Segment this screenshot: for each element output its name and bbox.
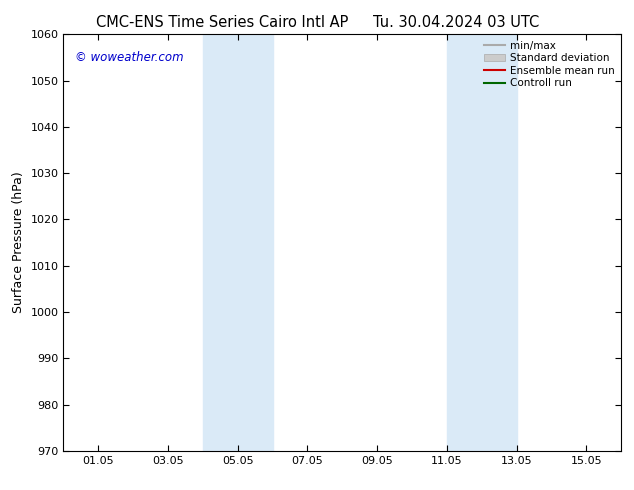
Y-axis label: Surface Pressure (hPa): Surface Pressure (hPa) [12, 172, 25, 314]
Text: Tu. 30.04.2024 03 UTC: Tu. 30.04.2024 03 UTC [373, 15, 540, 30]
Bar [203, 34, 273, 451]
Legend: min/max, Standard deviation, Ensemble mean run, Controll run: min/max, Standard deviation, Ensemble me… [480, 36, 619, 93]
Text: © woweather.com: © woweather.com [75, 51, 183, 64]
Bar [447, 34, 517, 451]
Text: CMC-ENS Time Series Cairo Intl AP: CMC-ENS Time Series Cairo Intl AP [96, 15, 348, 30]
